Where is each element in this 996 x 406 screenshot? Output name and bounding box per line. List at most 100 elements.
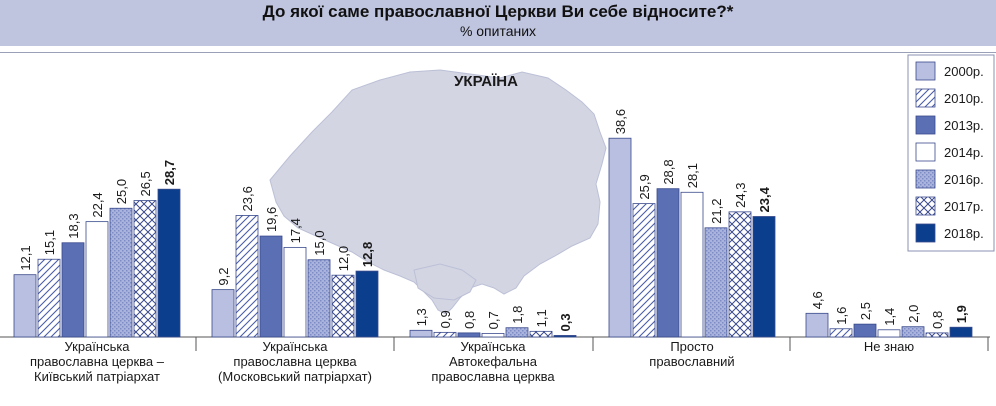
legend-swatch — [915, 115, 936, 135]
bar — [656, 188, 680, 338]
bar — [307, 259, 331, 338]
value-label: 12,8 — [360, 242, 375, 267]
value-label: 2,5 — [858, 302, 873, 320]
ukraine-map-shape — [269, 69, 607, 315]
legend-swatch — [915, 88, 936, 108]
value-label: 23,6 — [240, 186, 255, 211]
category-label: Українська — [64, 339, 130, 354]
value-label: 1,1 — [534, 309, 549, 327]
legend-label: 2014р. — [944, 145, 984, 160]
category-label: Українська — [262, 339, 328, 354]
value-label: 26,5 — [138, 171, 153, 196]
legend-swatch — [915, 169, 936, 189]
value-label: 0,8 — [462, 311, 477, 329]
value-label: 4,6 — [810, 291, 825, 309]
bar — [704, 227, 728, 338]
value-label: 17,4 — [288, 218, 303, 243]
map-label: УКРАЇНА — [454, 73, 518, 90]
bar — [235, 215, 259, 338]
bar — [37, 258, 61, 338]
bar — [728, 211, 752, 338]
value-label: 1,9 — [954, 305, 969, 323]
value-label: 9,2 — [216, 268, 231, 286]
bar — [109, 207, 133, 338]
bar — [752, 216, 776, 338]
category-label: православна церква — [431, 369, 555, 384]
bar — [505, 327, 529, 338]
legend-label: 2013р. — [944, 118, 984, 133]
bar — [553, 335, 577, 338]
bar — [877, 329, 901, 338]
bar — [680, 191, 704, 338]
chart-panel: УКРАЇНА 12,1 15,1 18,3 22,4 25,0 26,5 28,7 9,2 2… — [0, 52, 996, 406]
legend-label: 2018р. — [944, 226, 984, 241]
legend: 2000р. 2010р. 2013р. 2014р. 2016р. 2017р. 2018… — [907, 54, 995, 252]
legend-swatch — [915, 196, 936, 216]
bar — [283, 246, 307, 338]
value-label: 18,3 — [66, 213, 81, 238]
bar — [853, 323, 877, 338]
bar — [355, 270, 379, 338]
legend-swatch — [915, 61, 936, 81]
bar-chart: УКРАЇНА 12,1 15,1 18,3 22,4 25,0 26,5 28,7 9,2 2… — [0, 52, 996, 384]
value-label: 1,4 — [882, 308, 897, 326]
bar — [457, 332, 481, 338]
value-label: 21,2 — [709, 199, 724, 224]
value-label: 25,9 — [637, 174, 652, 199]
bar — [61, 242, 85, 338]
bars-layer — [13, 137, 973, 338]
value-label: 24,3 — [733, 183, 748, 208]
legend-label: 2016р. — [944, 172, 984, 187]
bar — [157, 188, 181, 338]
legend-label: 2010р. — [944, 91, 984, 106]
value-label: 1,3 — [414, 308, 429, 326]
category-label: православний — [649, 354, 734, 369]
category-label: (Московський патріархат) — [218, 369, 372, 384]
crimea-shape — [413, 263, 477, 301]
value-label: 15,1 — [42, 230, 57, 255]
category-label: православна церква — [233, 354, 357, 369]
bar — [259, 235, 283, 338]
bar — [85, 221, 109, 338]
bar — [211, 289, 235, 338]
value-label: 25,0 — [114, 179, 129, 204]
value-label: 12,0 — [336, 246, 351, 271]
value-label: 2,0 — [906, 305, 921, 323]
legend-label: 2017р. — [944, 199, 984, 214]
bar — [409, 329, 433, 338]
value-label: 0,7 — [486, 311, 501, 329]
value-label: 12,1 — [18, 245, 33, 270]
value-labels-layer: 12,1 15,1 18,3 22,4 25,0 26,5 28,7 9,2 23,6 19,6 1… — [18, 109, 969, 332]
value-label: 0,8 — [930, 311, 945, 329]
value-label: 15,0 — [312, 230, 327, 255]
category-label: Не знаю — [864, 339, 915, 354]
bar — [133, 200, 157, 338]
bar — [481, 332, 505, 338]
ukraine-map-background: УКРАЇНА — [269, 69, 607, 315]
value-label: 0,9 — [438, 310, 453, 328]
value-label: 38,6 — [613, 109, 628, 134]
bar — [632, 203, 656, 338]
bar — [829, 328, 853, 338]
value-label: 22,4 — [90, 192, 105, 217]
value-label: 23,4 — [757, 186, 772, 212]
bar — [331, 274, 355, 338]
value-label: 19,6 — [264, 207, 279, 232]
bar — [529, 330, 553, 338]
chart-title: До якої саме православної Церкви Ви себе… — [262, 2, 734, 21]
chart-subtitle: % опитаних — [459, 23, 537, 39]
category-label: Українська — [460, 339, 526, 354]
value-label: 0,3 — [558, 313, 573, 331]
title-bar: До якої саме православної Церкви Ви себе… — [0, 0, 996, 46]
category-label: православна церква – — [30, 354, 165, 369]
bar — [433, 331, 457, 338]
category-label: Київський патріархат — [34, 369, 160, 384]
bar — [805, 312, 829, 338]
value-label: 28,7 — [162, 160, 177, 185]
value-label: 1,8 — [510, 306, 525, 324]
value-label: 1,6 — [834, 307, 849, 325]
bar — [608, 137, 632, 338]
value-label: 28,8 — [661, 159, 676, 184]
legend-swatch — [915, 142, 936, 162]
